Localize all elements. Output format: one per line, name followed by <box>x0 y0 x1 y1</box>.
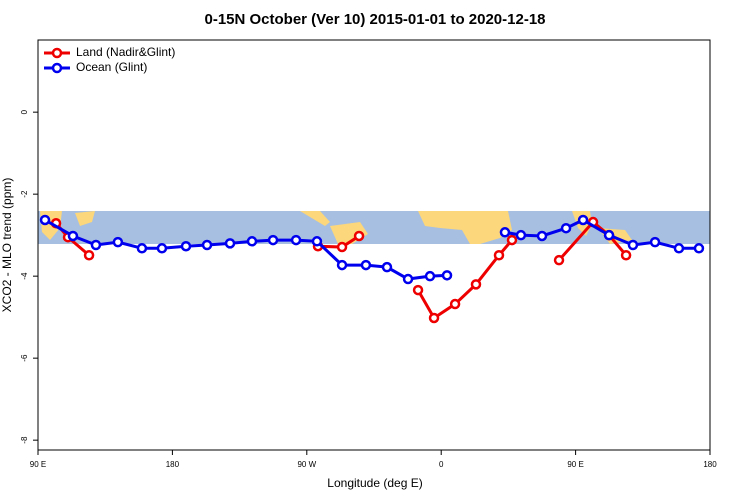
series-line <box>557 219 628 262</box>
data-point <box>67 230 79 242</box>
y-tick-label: -8 <box>20 436 29 444</box>
series-line <box>504 218 699 250</box>
data-point <box>515 229 527 241</box>
data-point <box>353 230 365 242</box>
data-point <box>449 298 461 310</box>
data-point <box>267 234 279 246</box>
x-tick-label: 90 E <box>30 460 46 469</box>
data-point <box>39 214 51 226</box>
data-point <box>620 250 632 261</box>
data-point <box>560 222 572 234</box>
data-point <box>441 270 453 281</box>
data-point <box>577 214 589 226</box>
data-point <box>180 240 192 252</box>
data-point <box>381 261 393 273</box>
data-point <box>112 236 124 248</box>
data-point <box>360 259 372 271</box>
data-point <box>603 229 615 241</box>
x-axis-label: Longitude (deg E) <box>327 476 422 490</box>
data-point <box>246 236 258 247</box>
data-point <box>336 241 348 253</box>
data-point <box>499 227 511 238</box>
x-tick-label: 90 W <box>297 460 316 469</box>
y-tick-label: 0 <box>20 109 29 114</box>
data-point <box>336 259 348 271</box>
legend-label: Land (Nadir&Glint) <box>76 45 175 59</box>
data-point <box>201 239 213 251</box>
legend-marker <box>51 47 63 59</box>
legend-marker <box>51 62 63 74</box>
data-point <box>156 243 168 254</box>
y-axis-label: XCO2 - MLO trend (ppm) <box>0 178 14 313</box>
data-point <box>402 273 414 285</box>
chart-title: 0-15N October (Ver 10) 2015-01-01 to 202… <box>204 11 545 28</box>
x-tick-label: 180 <box>703 460 717 469</box>
x-tick-label: 90 E <box>567 460 583 469</box>
data-point <box>627 239 639 251</box>
y-tick-label: -2 <box>20 190 29 198</box>
data-point <box>493 250 505 261</box>
data-point <box>428 312 440 324</box>
data-point <box>470 279 482 290</box>
data-point <box>553 254 565 266</box>
y-tick-label: -4 <box>20 272 29 280</box>
map-land <box>75 211 95 226</box>
data-point <box>649 236 661 248</box>
data-point <box>90 239 102 251</box>
data-point <box>136 243 148 254</box>
plot-frame <box>37 39 711 451</box>
map-land <box>418 211 512 244</box>
data-point <box>536 230 548 242</box>
data-point <box>693 243 705 254</box>
data-point <box>311 236 323 247</box>
data-point <box>412 284 424 296</box>
x-tick-label: 0 <box>439 460 444 469</box>
y-tick-label: -6 <box>20 354 29 362</box>
data-point <box>83 250 95 261</box>
data-point <box>506 234 518 246</box>
x-tick-label: 180 <box>166 460 180 469</box>
data-point <box>224 238 236 249</box>
legend-label: Ocean (Glint) <box>76 60 147 74</box>
data-point <box>290 234 302 246</box>
data-point <box>673 243 685 254</box>
map-land <box>300 211 330 226</box>
data-point <box>424 270 436 282</box>
